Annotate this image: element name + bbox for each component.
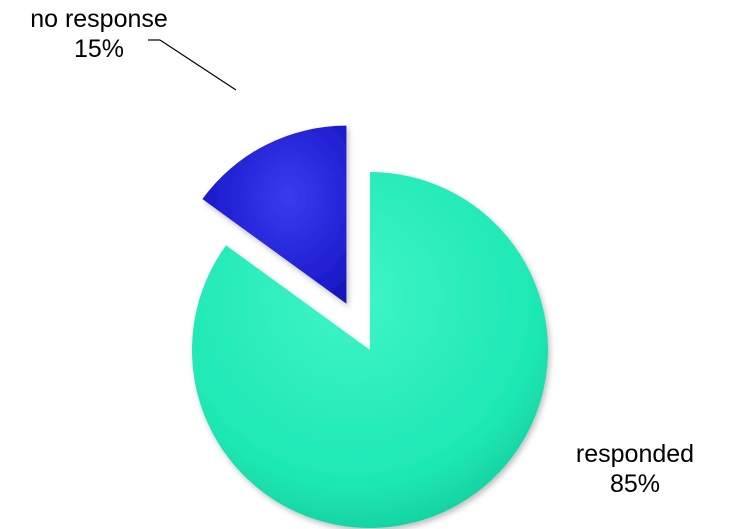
slice-percent-no-response: 15% (73, 35, 125, 63)
leader-line-no-response (159, 39, 237, 91)
pie-slice-no-response (202, 125, 347, 304)
slice-name-no-response: no response (30, 5, 168, 33)
slice-label-no-response: no response 15% (14, 4, 184, 64)
slice-percent-responded: 85% (609, 470, 661, 498)
slice-label-responded: responded 85% (560, 439, 710, 499)
pie-slice-responded (191, 172, 548, 528)
slice-name-responded: responded (575, 440, 695, 468)
